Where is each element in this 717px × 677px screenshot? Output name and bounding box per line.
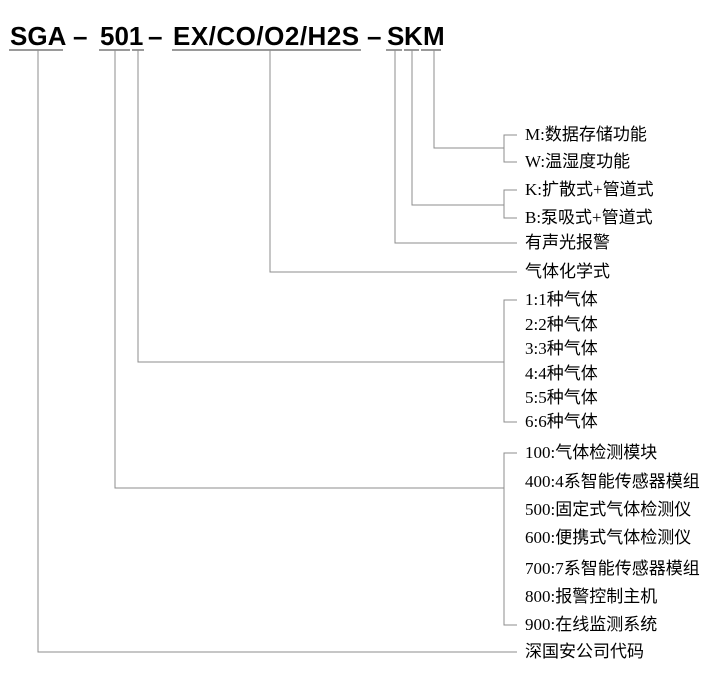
model-part-option-m: M <box>423 21 445 51</box>
label-gas-count-5: 5:5种气体 <box>525 388 598 407</box>
label-gas-count-2: 2:2种气体 <box>525 315 598 334</box>
connector-option-s <box>394 50 517 244</box>
model-dash-2: – <box>148 21 163 51</box>
label-gas-count-3: 3:3种气体 <box>525 339 598 358</box>
label-k-type: K:扩散式+管道式 <box>525 180 654 199</box>
bracket-series <box>503 452 517 626</box>
label-series-400: 400:4系智能传感器模组 <box>525 472 700 491</box>
label-gas-chemical: 气体化学式 <box>525 262 610 281</box>
label-gas-count-6: 6:6种气体 <box>525 412 598 431</box>
connector-gas-formula <box>269 50 517 273</box>
model-part-option-k: K <box>404 21 423 51</box>
label-gas-count-4: 4:4种气体 <box>525 364 598 383</box>
label-series-500: 500:固定式气体检测仪 <box>525 500 692 519</box>
label-s-alarm: 有声光报警 <box>525 233 610 252</box>
bracket-mw <box>503 134 517 163</box>
label-b-type: B:泵吸式+管道式 <box>525 208 653 227</box>
bracket-gas-count <box>503 299 517 423</box>
connector-option-k <box>411 50 504 206</box>
label-series-600: 600:便携式气体检测仪 <box>525 528 692 547</box>
label-gas-count-1: 1:1种气体 <box>525 290 598 309</box>
model-part-option-s: S <box>387 21 405 51</box>
label-m-function: M:数据存储功能 <box>525 125 647 144</box>
label-series-900: 900:在线监测系统 <box>525 615 658 634</box>
model-dash-3: – <box>367 21 382 51</box>
model-part-gas-formula: EX/CO/O2/H2S <box>173 21 360 51</box>
label-w-function: W:温湿度功能 <box>525 152 631 171</box>
label-company: 深国安公司代码 <box>525 642 644 661</box>
model-part-series-code: 501 <box>100 21 144 51</box>
model-dash-1: – <box>73 21 88 51</box>
connector-series <box>114 50 504 489</box>
connector-gas-count <box>137 50 504 363</box>
bracket-kb <box>503 189 517 219</box>
connector-option-m <box>433 50 504 149</box>
label-series-100: 100:气体检测模块 <box>525 443 658 462</box>
label-series-800: 800:报警控制主机 <box>525 587 658 606</box>
connector-company-code <box>37 50 517 653</box>
label-series-700: 700:7系智能传感器模组 <box>525 559 700 578</box>
model-part-company-code: SGA <box>10 21 67 51</box>
